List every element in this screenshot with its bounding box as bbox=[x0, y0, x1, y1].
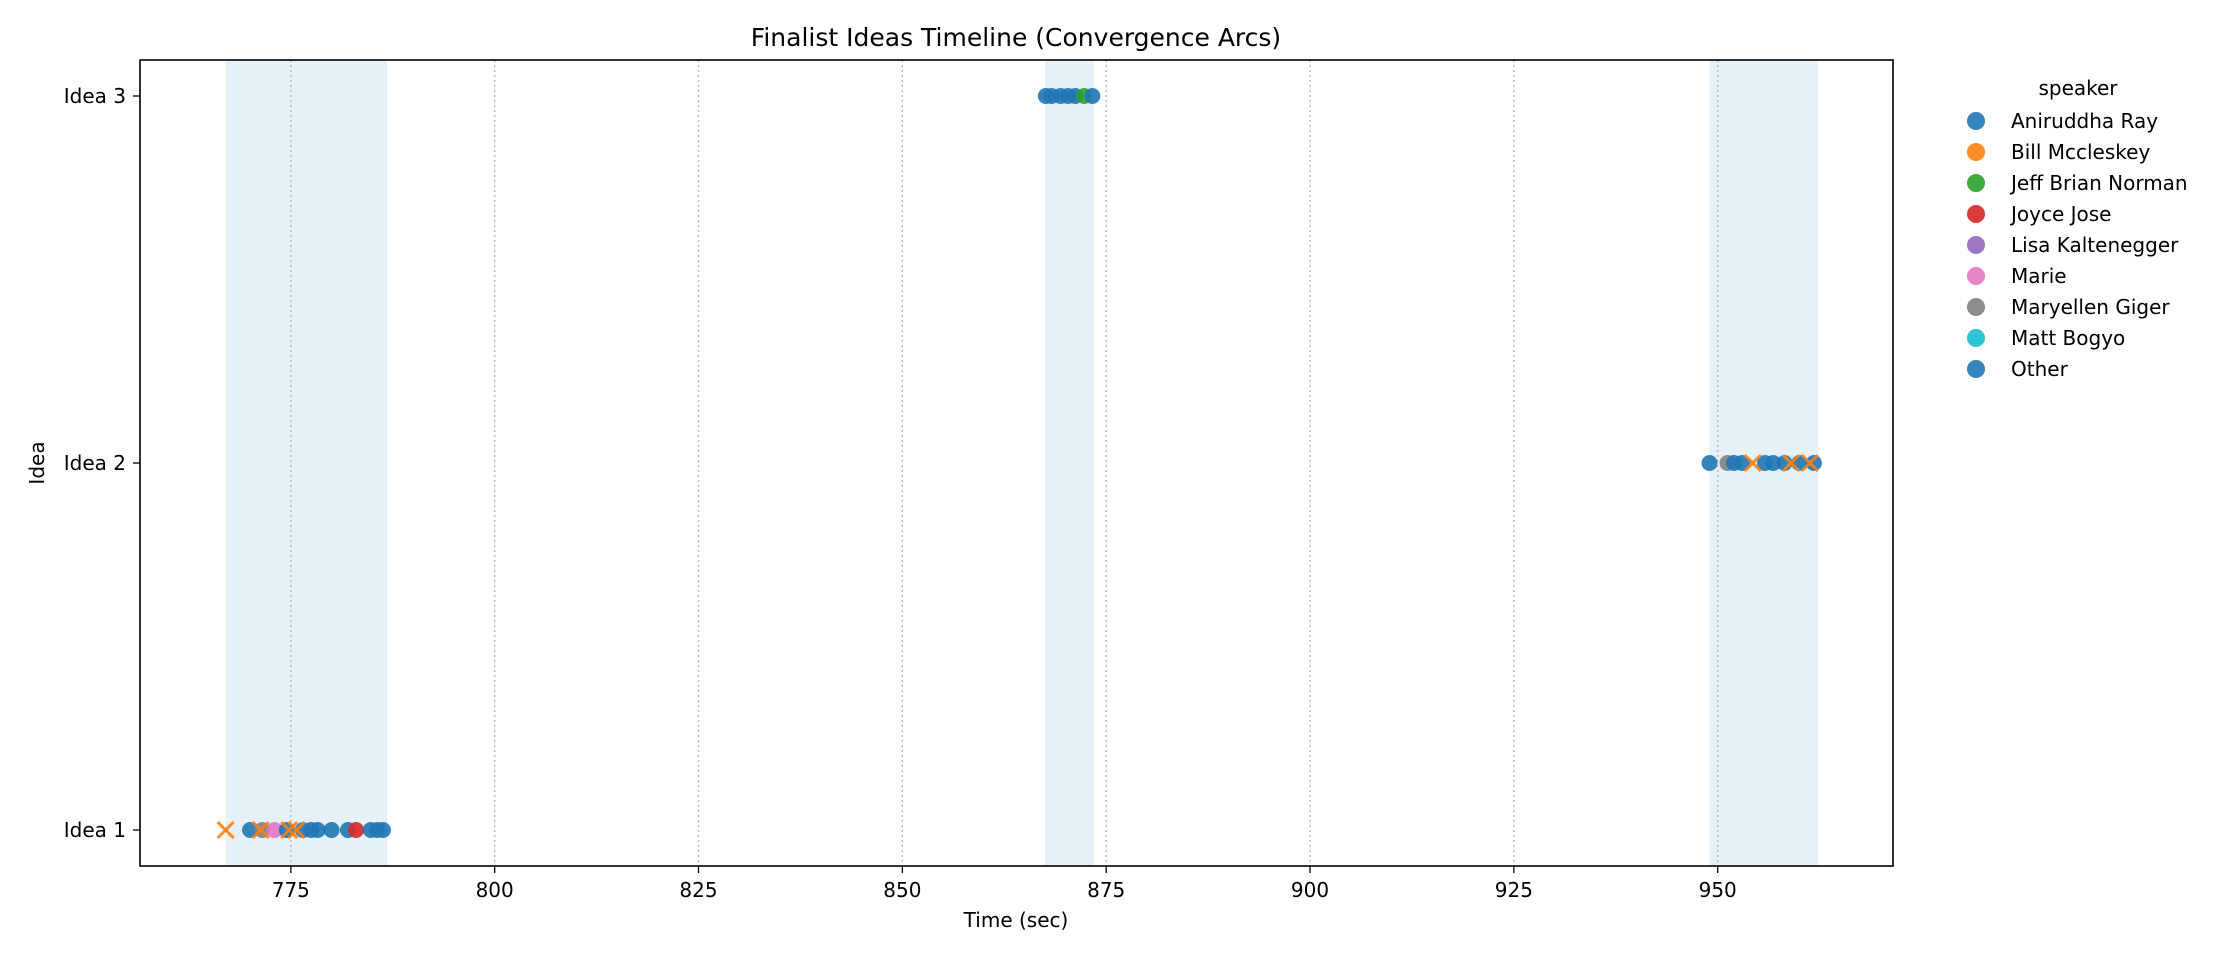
data-points bbox=[216, 88, 1822, 840]
y-tick-label: Idea 3 bbox=[64, 84, 126, 108]
data-point-cross bbox=[287, 820, 306, 840]
x-tick-label: 800 bbox=[476, 878, 514, 902]
legend-marker bbox=[1967, 298, 1985, 316]
convergence-span bbox=[1045, 60, 1094, 866]
y-tick-label: Idea 2 bbox=[64, 451, 126, 475]
data-point-cross bbox=[1800, 453, 1819, 473]
data-point-cross bbox=[251, 820, 270, 840]
x-tick-label: 775 bbox=[272, 878, 310, 902]
cross-stroke bbox=[251, 820, 270, 840]
cross-stroke bbox=[216, 820, 235, 840]
data-point bbox=[374, 822, 391, 838]
x-axis: 775 800 825 850 875 900 925 950 bbox=[272, 866, 1737, 902]
y-tick-label: Idea 1 bbox=[64, 818, 126, 842]
x-tick-label: 925 bbox=[1495, 878, 1533, 902]
data-point bbox=[1701, 455, 1718, 471]
legend-label: Bill Mccleskey bbox=[2011, 140, 2150, 164]
gridlines bbox=[290, 60, 1719, 866]
data-point-cross bbox=[216, 820, 235, 840]
x-tick-label: 825 bbox=[679, 878, 717, 902]
legend-label: Marie bbox=[2011, 264, 2067, 288]
data-point bbox=[323, 822, 340, 838]
legend-label: Other bbox=[2011, 357, 2069, 381]
data-point bbox=[1805, 455, 1822, 471]
cross-stroke bbox=[280, 820, 299, 840]
cross-stroke bbox=[287, 820, 306, 840]
data-point bbox=[1765, 455, 1782, 471]
legend-label: Joyce Jose bbox=[2009, 202, 2112, 226]
legend-label: Lisa Kaltenegger bbox=[2011, 233, 2179, 257]
x-tick-label: 950 bbox=[1699, 878, 1737, 902]
data-point bbox=[242, 822, 259, 838]
legend-label: Jeff Brian Norman bbox=[2009, 171, 2188, 195]
y-axis-label: Idea bbox=[25, 441, 49, 484]
x-tick-label: 900 bbox=[1291, 878, 1329, 902]
convergence-spans bbox=[225, 60, 1818, 866]
legend-marker bbox=[1967, 360, 1985, 378]
legend-marker bbox=[1967, 205, 1985, 223]
x-tick-label: 850 bbox=[883, 878, 921, 902]
data-point bbox=[266, 822, 283, 838]
cross-stroke bbox=[1743, 453, 1762, 473]
data-point bbox=[309, 822, 326, 838]
data-point-cross bbox=[1782, 453, 1801, 473]
data-point bbox=[1734, 455, 1751, 471]
legend-marker bbox=[1967, 329, 1985, 347]
chart-title: Finalist Ideas Timeline (Convergence Arc… bbox=[751, 23, 1281, 52]
data-point-cross bbox=[1743, 453, 1762, 473]
legend-marker bbox=[1967, 174, 1985, 192]
cross-stroke bbox=[1782, 453, 1801, 473]
y-axis: Idea 1 Idea 2 Idea 3 bbox=[64, 84, 140, 842]
legend-marker bbox=[1967, 267, 1985, 285]
x-tick-label: 875 bbox=[1087, 878, 1125, 902]
legend-marker bbox=[1967, 112, 1985, 130]
legend-title: speaker bbox=[2038, 76, 2118, 100]
legend-marker bbox=[1967, 143, 1985, 161]
legend-marker bbox=[1967, 236, 1985, 254]
data-point bbox=[348, 822, 365, 838]
legend-label: Aniruddha Ray bbox=[2011, 109, 2158, 133]
legend-label: Matt Bogyo bbox=[2011, 326, 2125, 350]
cross-stroke bbox=[1800, 453, 1819, 473]
legend: speaker Aniruddha Ray Bill Mccleskey Jeff … bbox=[1967, 76, 2188, 381]
data-point-cross bbox=[280, 820, 299, 840]
legend-label: Maryellen Giger bbox=[2011, 295, 2170, 319]
data-point bbox=[1084, 88, 1101, 104]
x-axis-label: Time (sec) bbox=[963, 908, 1069, 932]
convergence-span bbox=[225, 60, 388, 866]
